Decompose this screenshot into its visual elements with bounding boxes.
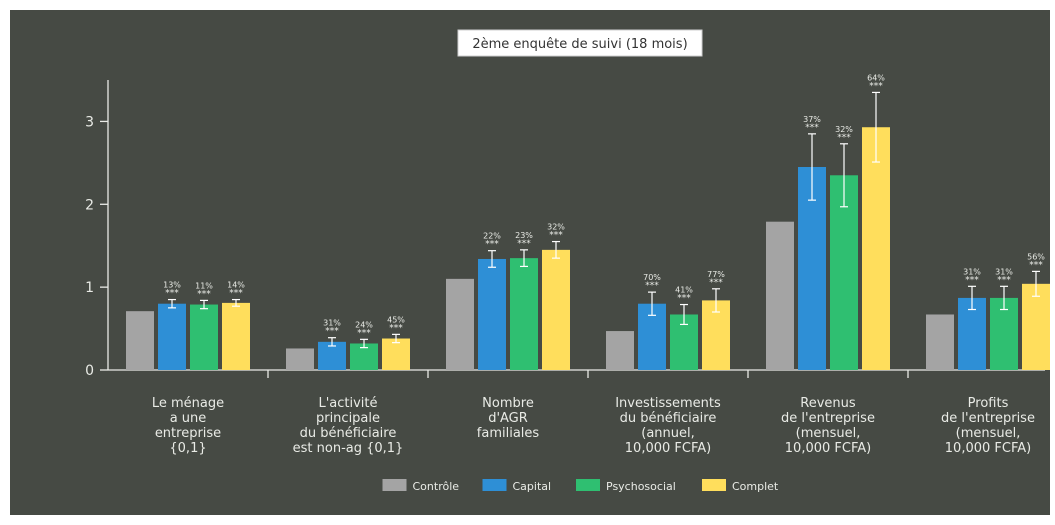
x-tick-label: Revenus de l'entreprise (mensuel, 10,000 FC… [781, 396, 875, 456]
data-label: 32% [547, 223, 565, 232]
data-label: 37% [803, 115, 821, 124]
x-tick-label: L'activité principale du bénéficiaire est n… [293, 396, 404, 456]
chart-title-box [457, 29, 703, 57]
legend-swatch-contrôle [382, 479, 407, 491]
significance-label: *** [389, 323, 403, 333]
bar-contrôle [126, 311, 154, 370]
significance-label: *** [997, 275, 1011, 285]
bar-psychosocial [190, 304, 218, 370]
bar-chart: 2ème enquête de suivi (18 mois) 0 1 2 3 Le m… [85, 29, 1050, 493]
significance-label: *** [837, 133, 851, 143]
data-label: 64% [867, 73, 885, 82]
significance-label: *** [677, 294, 691, 304]
legend-label: Capital [513, 480, 552, 493]
data-label: 77% [707, 270, 725, 279]
significance-label: *** [197, 289, 211, 299]
bar-capital [798, 167, 826, 370]
significance-label: *** [645, 281, 659, 291]
significance-label: *** [709, 278, 723, 288]
bar-psychosocial [830, 175, 858, 370]
x-tick-label: Investissements du bénéficiaire (annuel, 10… [615, 396, 721, 456]
data-label: 13% [163, 281, 181, 290]
data-label: 14% [227, 281, 245, 290]
legend-swatch-capital [482, 479, 507, 491]
bar-complet [862, 127, 890, 370]
bar-contrôle [926, 314, 954, 370]
x-tick-label: Nombre d'AGR familiales [477, 396, 540, 441]
data-label: 22% [483, 232, 501, 241]
significance-label: *** [325, 327, 339, 337]
significance-label: *** [805, 123, 819, 133]
data-label: 45% [387, 315, 405, 324]
bar-psychosocial [510, 258, 538, 370]
y-tick-label: 0 [85, 363, 94, 379]
significance-label: *** [165, 289, 179, 299]
x-tick-label: Le ménage a une entreprise {0,1} [152, 396, 224, 456]
data-label: 41% [675, 286, 693, 295]
bar-capital [478, 258, 506, 370]
significance-label: *** [517, 239, 531, 249]
data-label: 31% [323, 319, 341, 328]
y-tick-label: 3 [85, 114, 94, 130]
bar-complet [1022, 283, 1050, 370]
data-label: 11% [195, 281, 213, 290]
data-label: 56% [1027, 252, 1045, 261]
legend-label: Psychosocial [606, 480, 676, 493]
x-tick-label: Profits de l'entreprise (mensuel, 10,000 FC… [941, 396, 1035, 456]
data-label: 31% [963, 267, 981, 276]
bar-complet [382, 338, 410, 370]
y-tick-label: 2 [85, 197, 94, 213]
significance-label: *** [357, 328, 371, 338]
significance-label: *** [229, 289, 243, 299]
legend-swatch-psychosocial [576, 479, 600, 491]
data-label: 23% [515, 231, 533, 240]
bar-complet [542, 249, 570, 370]
data-label: 31% [995, 267, 1013, 276]
significance-label: *** [549, 231, 563, 241]
data-label: 24% [355, 320, 373, 329]
y-tick-label: 1 [85, 280, 94, 296]
bar-capital [158, 303, 186, 370]
data-label: 70% [643, 273, 661, 282]
bar-contrôle [446, 278, 474, 370]
bar-contrôle [766, 221, 794, 370]
bar-contrôle [606, 331, 634, 370]
legend-swatch-complet [702, 479, 726, 491]
legend-label: Complet [732, 480, 779, 493]
significance-label: *** [869, 81, 883, 91]
legend-label: Contrôle [413, 480, 460, 493]
significance-label: *** [485, 240, 499, 250]
bar-contrôle [286, 348, 314, 370]
chart-panel: 2ème enquête de suivi (18 mois) 0 1 2 3 Le m… [10, 10, 1050, 515]
data-label: 32% [835, 125, 853, 134]
significance-label: *** [1029, 260, 1043, 270]
bar-complet [222, 302, 250, 370]
chart-title: 2ème enquête de suivi (18 mois) [472, 37, 687, 52]
significance-label: *** [965, 275, 979, 285]
